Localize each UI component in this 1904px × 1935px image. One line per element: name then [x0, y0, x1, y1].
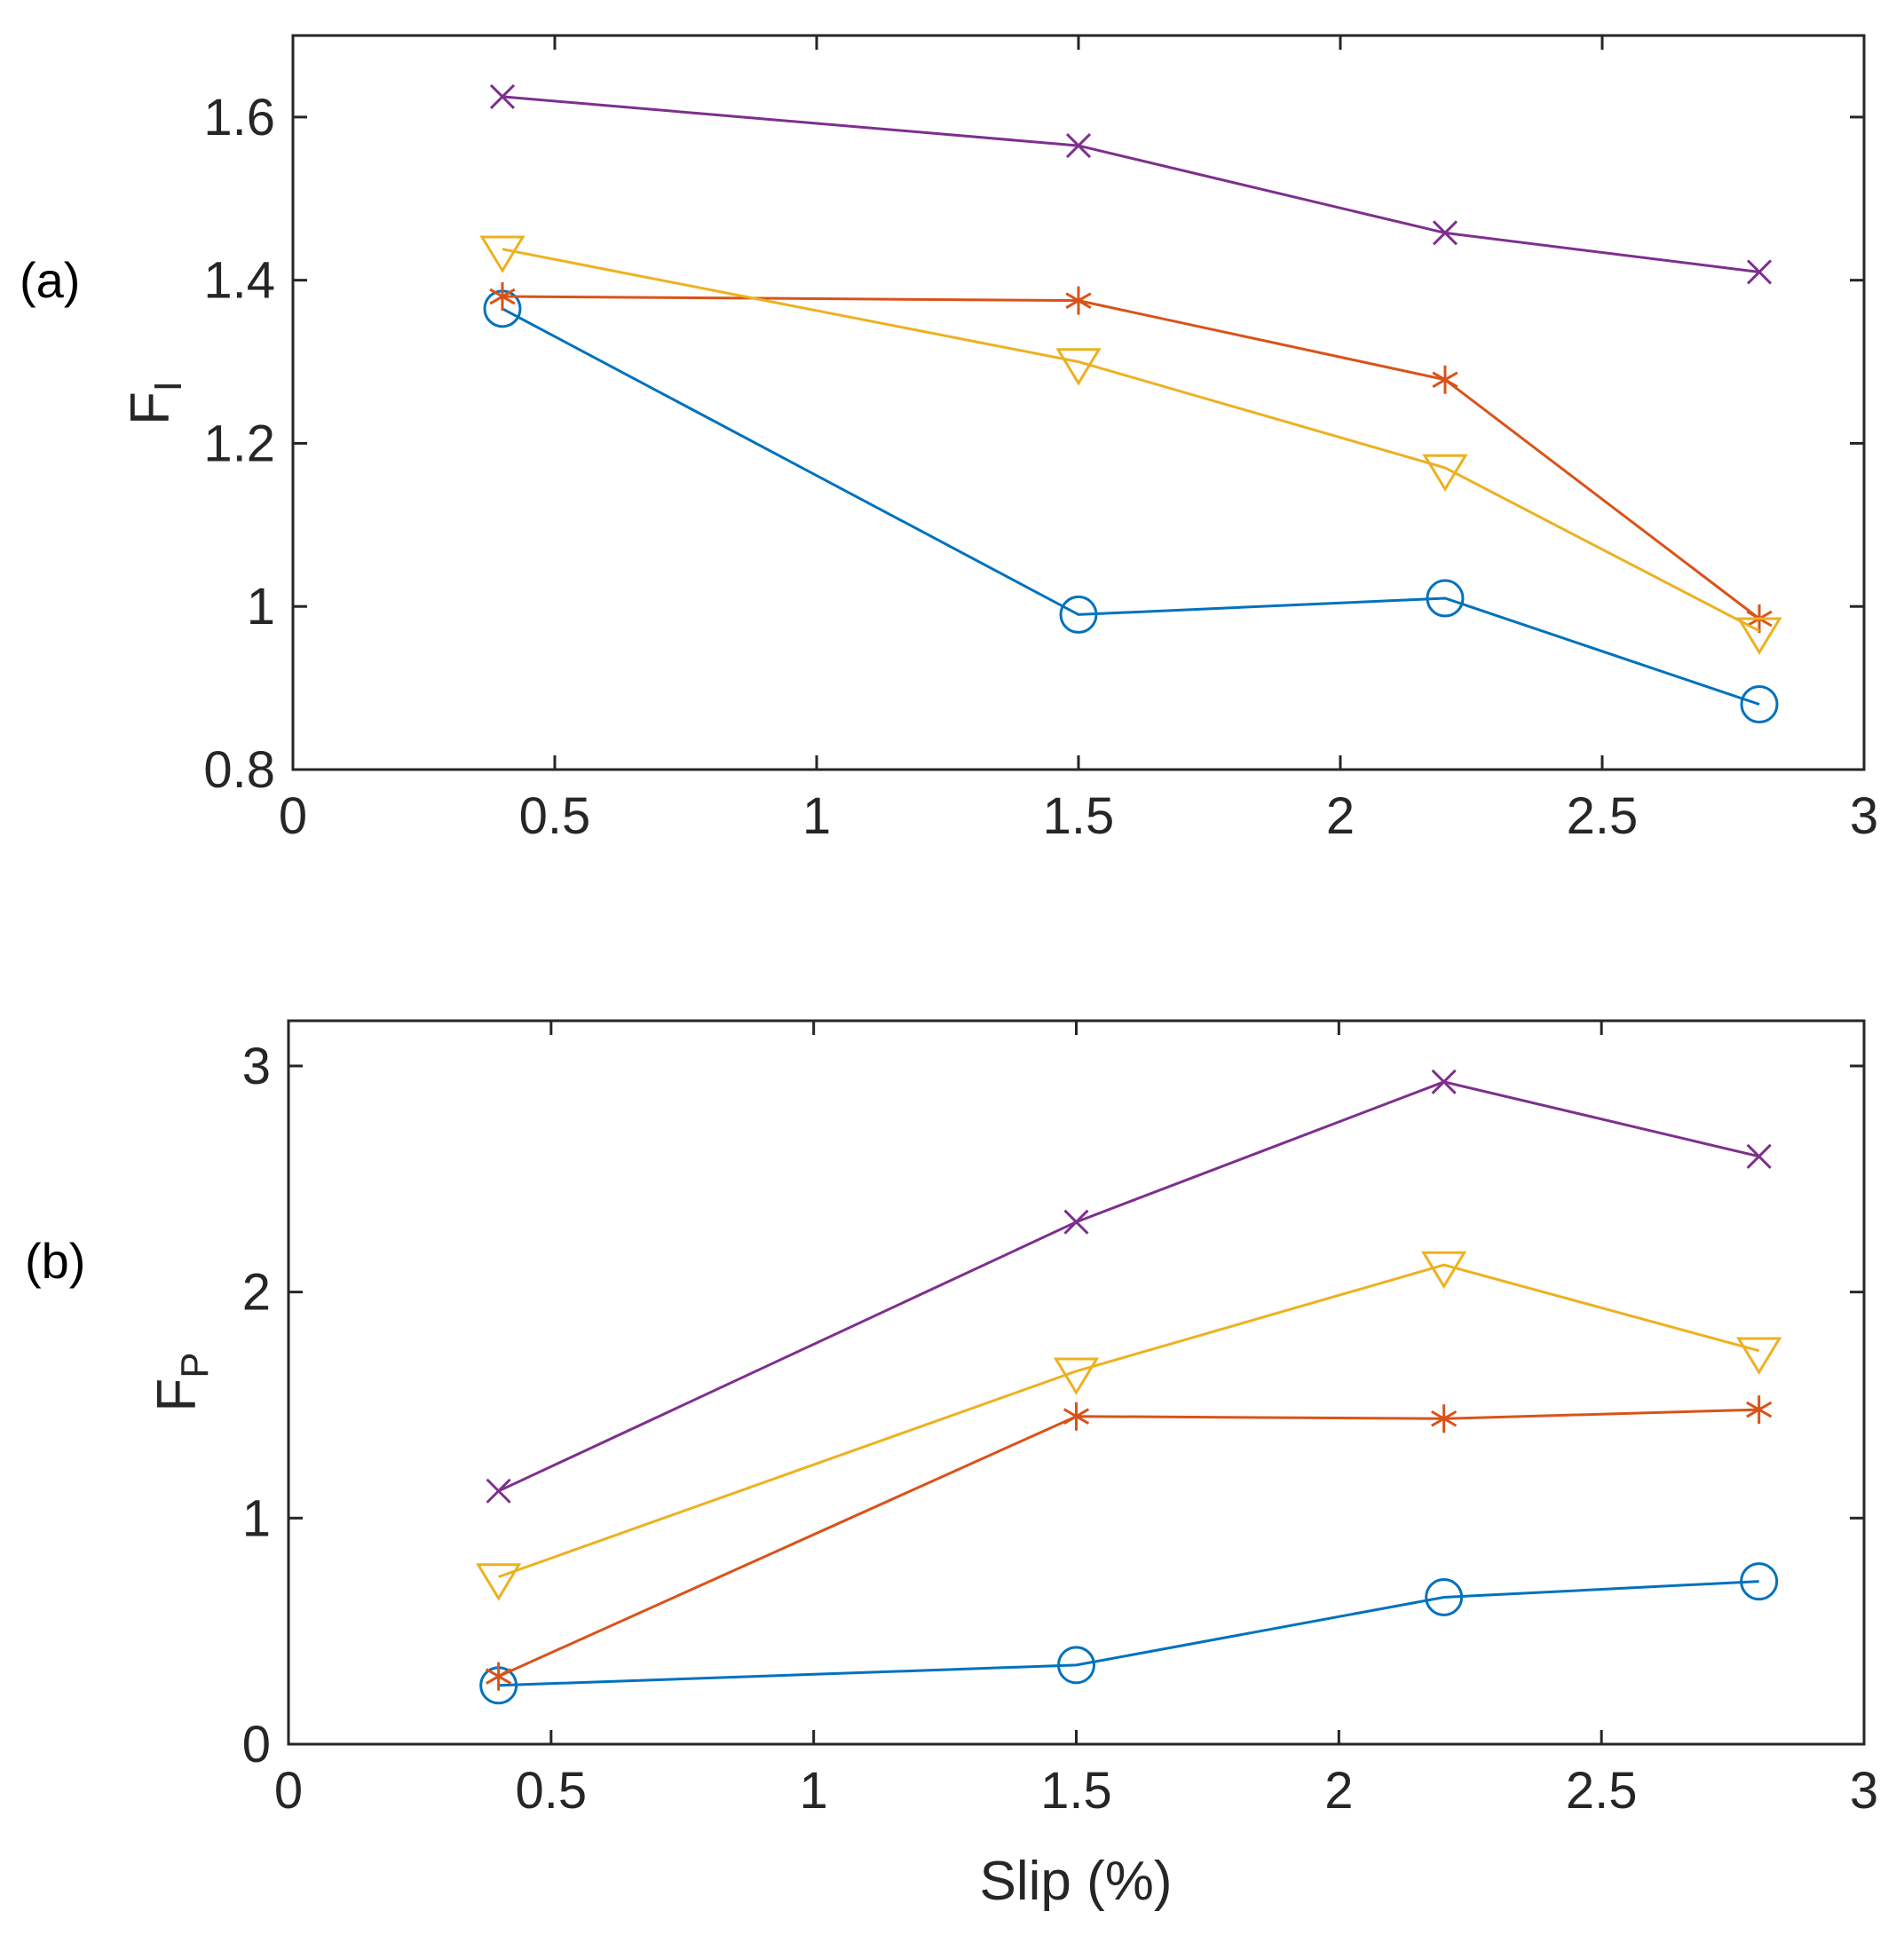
x-tick-label: 2 — [1326, 787, 1355, 845]
panel-a-axes — [291, 34, 1866, 771]
data-point-x — [1746, 1143, 1772, 1169]
data-point-asterisk — [1431, 1404, 1458, 1433]
panel-a: (a) FI 0 0.5 1 1.5 2 2.5 3 0.8 1 1.2 1.4 1.6 — [20, 34, 1878, 845]
panel-a-ticks: 0 0.5 1 1.5 2 2.5 3 0.8 1 1.2 1.4 1.6 — [203, 36, 1878, 845]
data-point-x — [1746, 259, 1773, 285]
panel-b-ylabel-subscript: P — [173, 1352, 217, 1378]
y-tick-label: 1.4 — [203, 252, 275, 310]
y-tick-label: 2 — [242, 1264, 271, 1322]
panel-a-ylabel: FI — [120, 381, 190, 425]
x-tick-label: 2.5 — [1567, 787, 1639, 845]
data-point-triangle — [1422, 454, 1468, 493]
panel-a-ylabel-main: F — [120, 391, 181, 425]
x-tick-label: 0.5 — [519, 787, 591, 845]
x-tick-label: 1.5 — [1040, 1762, 1112, 1820]
data-point-circle — [1426, 579, 1465, 618]
series-x — [489, 83, 1773, 285]
panel-b: (b) FP Slip (%) 0 0.5 1 1.5 2 2.5 3 0 1 2 3 — [25, 1019, 1878, 1912]
data-point-asterisk — [1065, 286, 1092, 315]
series-triangle-down — [479, 235, 1782, 655]
data-point-asterisk — [1432, 365, 1458, 394]
x-tick-label: 0 — [279, 787, 307, 845]
data-point-triangle — [476, 1563, 522, 1601]
panel-b-label: (b) — [25, 1233, 85, 1289]
data-point-circle — [1425, 1577, 1464, 1616]
series-line — [502, 307, 1760, 706]
data-point-x — [1063, 1209, 1089, 1235]
panel-a-series — [479, 83, 1782, 723]
x-tick-label: 3 — [1850, 1762, 1878, 1820]
data-point-triangle — [1421, 1251, 1467, 1290]
y-tick-label: 3 — [242, 1038, 271, 1095]
x-tick-label: 1.5 — [1043, 787, 1115, 845]
x-tick-label: 1 — [802, 787, 831, 845]
data-point-triangle — [1055, 348, 1102, 386]
panel-a-ylabel-subscript: I — [146, 381, 190, 391]
data-point-asterisk — [1746, 1395, 1773, 1425]
panel-a-label: (a) — [20, 252, 80, 308]
x-tick-label: 2.5 — [1566, 1762, 1638, 1820]
series-triangle-down — [476, 1251, 1782, 1601]
y-tick-label: 1.6 — [203, 89, 275, 146]
data-point-asterisk — [1063, 1402, 1090, 1431]
series-line — [502, 295, 1760, 620]
data-point-x — [486, 1478, 511, 1504]
x-tick-label: 0 — [274, 1762, 303, 1820]
data-point-x — [1432, 220, 1458, 246]
x-tick-label: 2 — [1324, 1762, 1353, 1820]
series-line — [502, 248, 1760, 633]
series-x — [486, 1069, 1772, 1504]
panel-b-ylabel: FP — [146, 1352, 217, 1411]
series-line — [502, 95, 1760, 273]
data-point-circle — [1740, 1562, 1779, 1601]
y-tick-label: 0 — [242, 1716, 271, 1773]
series-line — [498, 1580, 1759, 1687]
data-point-x — [1065, 132, 1092, 159]
y-tick-label: 1.2 — [203, 415, 275, 472]
data-point-x — [1431, 1069, 1457, 1094]
panel-b-series — [476, 1069, 1782, 1705]
data-point-triangle — [1736, 617, 1782, 655]
data-point-triangle — [1736, 1337, 1782, 1375]
x-tick-label: 0.5 — [516, 1762, 588, 1820]
data-point-asterisk — [489, 282, 516, 312]
y-tick-label: 0.8 — [203, 741, 275, 799]
y-tick-label: 1 — [242, 1489, 271, 1547]
y-tick-label: 1 — [247, 578, 275, 636]
x-tick-label: 3 — [1850, 787, 1878, 845]
data-point-circle — [1059, 595, 1098, 634]
series-line — [498, 1080, 1760, 1493]
panel-b-ylabel-main: F — [146, 1378, 208, 1412]
data-point-asterisk — [486, 1662, 512, 1691]
data-point-circle — [1740, 684, 1779, 723]
panel-b-axes — [287, 1019, 1866, 1746]
series-line — [498, 1263, 1760, 1578]
panel-b-xlabel: Slip (%) — [979, 1851, 1172, 1912]
data-point-circle — [1057, 1646, 1095, 1685]
series-asterisk — [486, 1395, 1773, 1691]
data-point-triangle — [1053, 1357, 1100, 1395]
data-point-x — [489, 83, 516, 109]
x-tick-label: 1 — [800, 1762, 828, 1820]
series-line — [498, 1408, 1759, 1678]
data-point-triangle — [479, 235, 525, 273]
panel-b-ticks: 0 0.5 1 1.5 2 2.5 3 0 1 2 3 — [242, 1021, 1878, 1820]
